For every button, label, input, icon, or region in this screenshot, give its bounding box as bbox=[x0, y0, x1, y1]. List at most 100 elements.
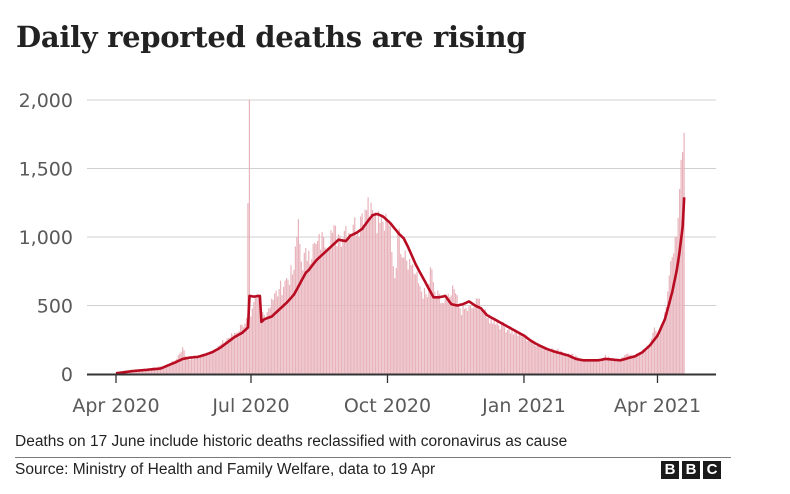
bar bbox=[622, 357, 624, 374]
bar bbox=[150, 368, 153, 374]
bar bbox=[153, 367, 156, 374]
bar bbox=[612, 360, 614, 374]
bbc-logo: B B C bbox=[661, 461, 721, 479]
seven-day-average-line bbox=[115, 197, 686, 375]
bar bbox=[401, 257, 403, 374]
bar bbox=[217, 345, 219, 374]
bar bbox=[231, 333, 233, 374]
bar bbox=[348, 232, 350, 374]
bar bbox=[463, 308, 466, 374]
bar bbox=[595, 359, 598, 374]
bar bbox=[520, 334, 522, 374]
bar bbox=[506, 329, 509, 374]
bar bbox=[475, 298, 477, 374]
bar bbox=[392, 266, 394, 374]
bar bbox=[555, 350, 558, 374]
bar bbox=[268, 308, 270, 374]
bar bbox=[327, 247, 329, 374]
bar bbox=[616, 360, 618, 374]
bar bbox=[248, 99, 251, 375]
bar bbox=[508, 328, 510, 374]
bar bbox=[189, 360, 191, 374]
bar bbox=[300, 261, 302, 374]
y-tick-label: 500 bbox=[37, 296, 73, 318]
bar bbox=[536, 345, 538, 374]
bar bbox=[604, 354, 607, 374]
bar bbox=[561, 352, 564, 374]
bar bbox=[225, 340, 227, 374]
bar bbox=[480, 310, 482, 374]
chart-title: Daily reported deaths are rising bbox=[16, 20, 527, 54]
bar bbox=[219, 345, 221, 374]
bar bbox=[336, 246, 338, 374]
y-tick-label: 1,000 bbox=[19, 227, 73, 249]
bar bbox=[288, 284, 291, 374]
bbc-logo-letter: C bbox=[703, 461, 721, 479]
bar bbox=[431, 269, 433, 374]
x-tick-label: Apr 2020 bbox=[72, 395, 159, 417]
bar bbox=[275, 290, 277, 374]
bar bbox=[351, 234, 353, 374]
bar bbox=[400, 253, 402, 374]
bar bbox=[575, 355, 577, 374]
bar bbox=[594, 361, 596, 374]
bar bbox=[447, 293, 449, 374]
bar bbox=[204, 353, 206, 374]
bar bbox=[174, 360, 176, 374]
bar bbox=[354, 217, 356, 374]
bar bbox=[161, 366, 163, 374]
bar bbox=[532, 339, 534, 374]
bar bbox=[377, 211, 380, 374]
bar bbox=[146, 368, 148, 374]
bar bbox=[257, 297, 259, 374]
bar bbox=[274, 293, 276, 374]
bar bbox=[343, 230, 345, 374]
bar bbox=[147, 368, 150, 374]
bar bbox=[588, 359, 590, 374]
bar bbox=[383, 230, 386, 374]
bar bbox=[609, 358, 611, 374]
bar bbox=[647, 348, 650, 374]
bar bbox=[613, 361, 615, 374]
bar bbox=[585, 360, 587, 374]
bar bbox=[214, 351, 216, 374]
bar bbox=[524, 335, 526, 374]
bar bbox=[352, 224, 354, 374]
bar bbox=[457, 305, 460, 374]
bar bbox=[597, 360, 599, 374]
bar bbox=[291, 274, 294, 374]
bar bbox=[547, 348, 549, 374]
bar bbox=[552, 349, 555, 374]
bar bbox=[183, 350, 185, 374]
bar bbox=[380, 215, 383, 374]
bar bbox=[309, 263, 311, 374]
bar bbox=[144, 369, 147, 374]
bar bbox=[658, 335, 660, 374]
bar bbox=[299, 243, 301, 374]
bar bbox=[502, 322, 504, 374]
bar bbox=[659, 329, 661, 374]
bar bbox=[468, 306, 470, 374]
bar bbox=[503, 327, 506, 374]
bar bbox=[533, 342, 535, 374]
bar bbox=[549, 351, 552, 374]
bar bbox=[539, 345, 541, 374]
bar bbox=[251, 308, 253, 374]
chart: 0 500 1,000 1,500 2,000 Apr 2020 Jul 2020 Oct … bbox=[19, 90, 716, 417]
bar bbox=[320, 249, 322, 374]
bar bbox=[581, 360, 583, 374]
bar bbox=[484, 309, 486, 374]
bar bbox=[637, 353, 639, 374]
bar bbox=[193, 357, 196, 374]
bar bbox=[496, 322, 498, 374]
bar bbox=[236, 332, 239, 374]
bbc-logo-letter: B bbox=[661, 461, 679, 479]
bar bbox=[210, 351, 212, 374]
bar bbox=[140, 370, 142, 374]
bar bbox=[420, 291, 423, 374]
bar bbox=[615, 360, 617, 374]
bar bbox=[428, 284, 430, 374]
bar bbox=[171, 361, 173, 374]
bar bbox=[266, 312, 268, 374]
bar bbox=[529, 341, 531, 374]
